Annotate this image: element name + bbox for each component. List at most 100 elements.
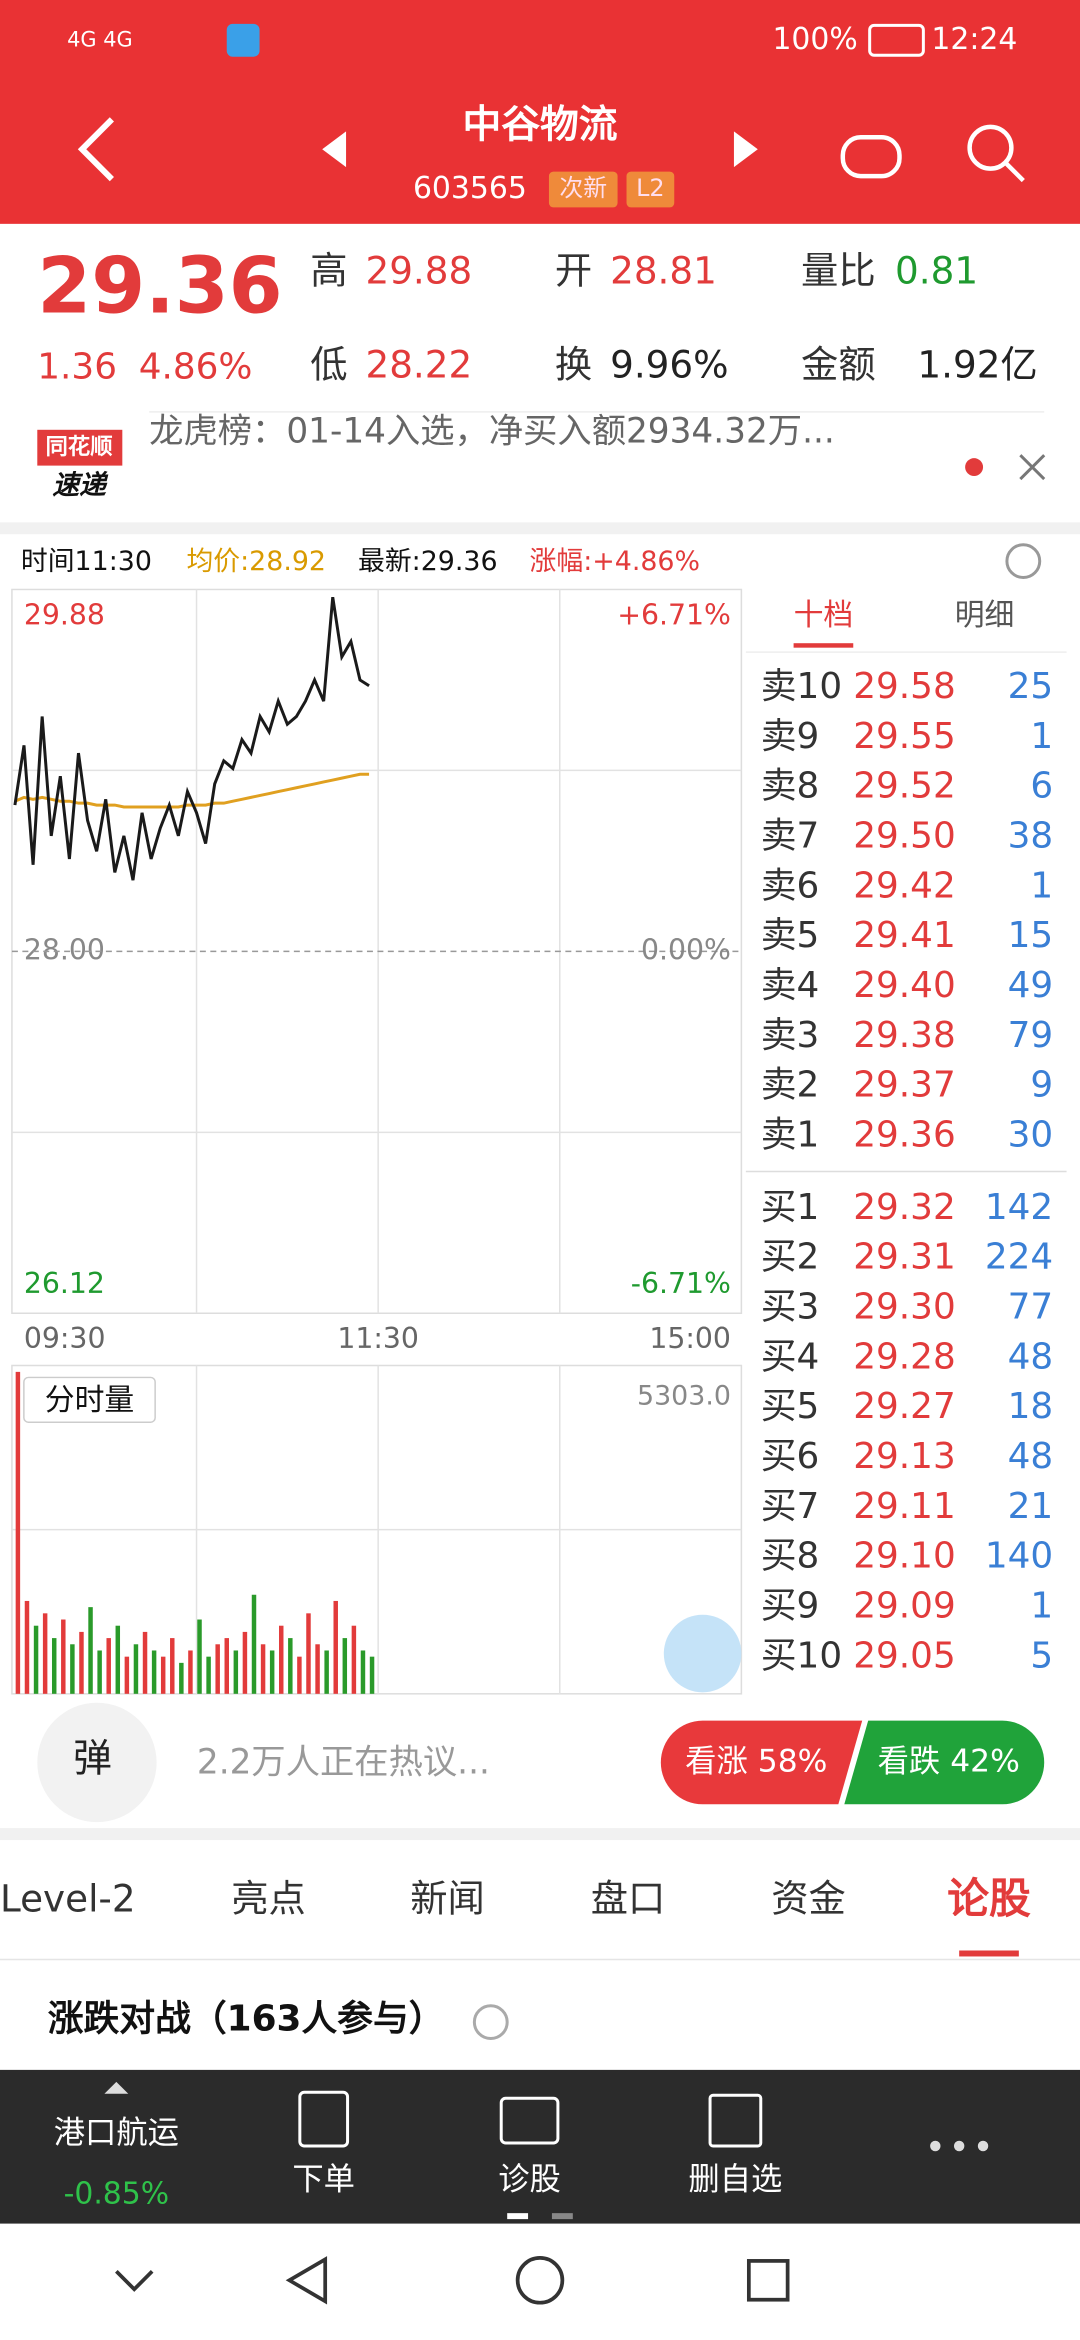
close[interactable]	[1019, 454, 1046, 481]
book-tab[interactable]: 十档	[794, 598, 854, 633]
book-label: 卖3	[761, 1015, 820, 1056]
y2-tick-label: +6.71%	[617, 598, 731, 631]
volume-bar	[315, 1644, 320, 1694]
stat-label: 金额	[801, 343, 876, 387]
tab[interactable]: Level-2	[0, 1877, 136, 1921]
book-price: 29.55	[853, 716, 955, 757]
volume-bar	[215, 1644, 220, 1694]
toolbar-button[interactable]: 下单	[292, 2161, 355, 2197]
volume-bar	[70, 1644, 75, 1694]
tab[interactable]: 亮点	[231, 1877, 306, 1921]
book-label: 卖2	[761, 1065, 820, 1106]
book-label: 卖9	[761, 716, 820, 757]
book-volume: 77	[1008, 1286, 1054, 1327]
volume-bar	[206, 1656, 211, 1694]
volume-bar	[51, 1638, 57, 1694]
book-price: 29.11	[853, 1486, 955, 1527]
book-volume: 142	[985, 1187, 1053, 1228]
book-label: 买3	[761, 1286, 820, 1327]
settings[interactable]	[1005, 543, 1042, 580]
volume-bar	[260, 1644, 266, 1694]
tab[interactable]: 论股	[947, 1874, 1031, 1923]
stat-label: 开	[555, 249, 592, 293]
book-volume: 5	[1030, 1635, 1053, 1676]
next[interactable]	[733, 131, 758, 168]
toolbar-button[interactable]: 诊股	[498, 2161, 561, 2197]
volume-bar	[61, 1619, 66, 1694]
tab[interactable]: 资金	[771, 1877, 846, 1921]
book-volume: 30	[1008, 1115, 1054, 1156]
book-price: 29.28	[853, 1336, 955, 1377]
volume-bar	[360, 1650, 366, 1694]
book-label: 卖10	[761, 666, 842, 707]
volume-bar	[124, 1656, 130, 1694]
back[interactable]	[77, 117, 114, 182]
toolbar-button[interactable]: 删自选	[688, 2161, 782, 2197]
book-volume: 1	[1030, 716, 1053, 757]
volume-bar	[188, 1650, 193, 1694]
icon	[499, 2096, 560, 2145]
toolbar	[0, 2069, 1080, 2224]
book-volume: 1	[1030, 1586, 1053, 1627]
volume-bar	[142, 1631, 148, 1694]
clock: 12:24	[931, 22, 1017, 57]
stat-label: 高	[310, 249, 347, 293]
book-label: 卖5	[761, 915, 820, 956]
volume-bar	[333, 1600, 338, 1694]
chart: 29.88 28.00 26.12 +6.71% 0.00% -6.71% 09:30 11:…	[11, 589, 742, 1694]
book-volume: 224	[985, 1237, 1053, 1278]
volume-bar	[179, 1662, 184, 1694]
danmu-label: 弹	[73, 1736, 112, 1781]
stat-value: 29.88	[365, 249, 472, 293]
book-label: 买1	[761, 1187, 820, 1228]
book-tab[interactable]: 明细	[955, 598, 1015, 633]
prev[interactable]	[322, 131, 347, 168]
bear[interactable]	[844, 1720, 1045, 1805]
book-volume: 48	[1008, 1436, 1054, 1477]
chart-time: 时间11:30	[21, 546, 152, 577]
price: 29.36	[37, 241, 282, 331]
discussion-text[interactable]: 2.2万人正在热议...	[197, 1742, 490, 1782]
more[interactable]	[930, 2140, 989, 2152]
book-price: 29.31	[853, 1237, 955, 1278]
book-label: 卖8	[761, 766, 820, 807]
arrow	[104, 2081, 129, 2094]
bull[interactable]	[660, 1720, 863, 1805]
volume-bar	[151, 1650, 157, 1694]
search-handle	[1003, 161, 1025, 183]
book-label: 卖6	[761, 865, 820, 906]
x-tick-label: 09:30	[24, 1322, 106, 1355]
battery-icon	[868, 23, 925, 57]
book-volume: 9	[1030, 1065, 1053, 1106]
section-title: 涨跌对战（163人参与）	[48, 1999, 445, 2040]
robot[interactable]	[840, 135, 902, 179]
book-label: 买7	[761, 1486, 820, 1527]
book-label: 买8	[761, 1536, 820, 1577]
book-label: 卖4	[761, 965, 820, 1006]
sector[interactable]: 港口航运	[54, 2115, 179, 2151]
stat-value: 1.92亿	[917, 343, 1037, 387]
tab-underline	[793, 643, 854, 648]
book-volume: 15	[1008, 915, 1054, 956]
volume-bar	[88, 1607, 93, 1694]
book-label: 买9	[761, 1586, 820, 1627]
book-price: 29.27	[853, 1386, 955, 1427]
help[interactable]	[472, 2004, 509, 2041]
news-text[interactable]: 龙虎榜：01-14入选，净买入额2934.32万...	[149, 411, 835, 451]
icon	[298, 2090, 350, 2148]
expand[interactable]	[663, 1614, 742, 1693]
volume-bar	[24, 1600, 30, 1694]
volume-bar	[306, 1613, 311, 1694]
stock-code: 603565	[413, 171, 527, 206]
chart-change: 涨幅:+4.86%	[530, 546, 700, 577]
tab[interactable]: 盘口	[591, 1877, 666, 1921]
search[interactable]	[967, 124, 1014, 171]
sector-change: -0.85%	[64, 2177, 170, 2212]
app-icon	[226, 23, 260, 57]
y-tick-label: 26.12	[24, 1267, 105, 1300]
tab[interactable]: 新闻	[410, 1877, 485, 1921]
danmu[interactable]	[37, 1702, 157, 1823]
book-volume: 1	[1030, 865, 1053, 906]
book-label: 买10	[761, 1635, 842, 1676]
volume-bar	[233, 1650, 239, 1694]
